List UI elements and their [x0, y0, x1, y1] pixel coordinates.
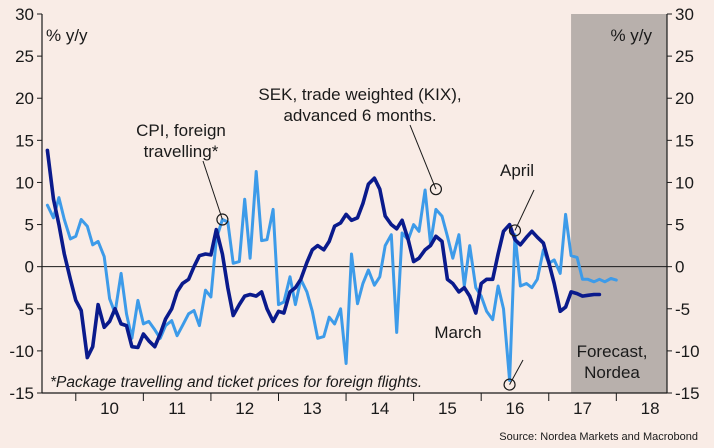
y-tick-label-right: 5	[675, 216, 684, 235]
y-tick-label-left: 10	[15, 173, 34, 192]
annotation-label: April	[500, 161, 534, 180]
forecast-shade	[571, 14, 667, 393]
annotation-label: CPI, foreign	[136, 121, 226, 140]
y-tick-label-right: 30	[675, 5, 694, 24]
x-tick-label: 18	[641, 399, 660, 418]
y-axis-label-right: % y/y	[610, 26, 652, 45]
y-tick-label-left: 15	[15, 131, 34, 150]
y-tick-label-left: -5	[19, 300, 34, 319]
footnote: *Package travelling and ticket prices fo…	[50, 374, 422, 391]
annotation-label: March	[434, 323, 481, 342]
y-tick-label-left: 25	[15, 47, 34, 66]
y-tick-label-left: -15	[9, 384, 34, 403]
x-tick-label: 16	[506, 399, 525, 418]
series-layer	[45, 148, 618, 382]
annotation-label: SEK, trade weighted (KIX),	[258, 85, 461, 104]
y-tick-label-right: 20	[675, 89, 694, 108]
y-tick-label-left: 0	[25, 258, 34, 277]
y-axis-left: 30 25 20 15 10 5 0 -5 -10 -15	[9, 5, 43, 403]
y-tick-label-left: -10	[9, 342, 34, 361]
annotation-marker	[503, 378, 516, 391]
y-tick-label-right: 15	[675, 131, 694, 150]
annotations: CPI, foreign travelling* SEK, trade weight…	[136, 85, 535, 391]
y-tick-label-right: 10	[675, 173, 694, 192]
y-tick-label-left: 20	[15, 89, 34, 108]
y-tick-label-right: -10	[675, 342, 700, 361]
annotation-label: travelling*	[144, 142, 219, 161]
y-tick-label-right: 0	[675, 258, 684, 277]
forecast-label-line-2: Nordea	[584, 363, 640, 382]
x-tick-label: 17	[573, 399, 592, 418]
x-tick-label: 11	[168, 399, 186, 418]
x-axis: 10 11 12 13 14 15 16 17 18	[42, 392, 667, 418]
y-tick-label-left: 30	[15, 5, 34, 24]
annotation-leader	[509, 359, 524, 385]
y-tick-label-left: 5	[25, 216, 34, 235]
forecast-label-line-1: Forecast,	[577, 342, 648, 361]
x-tick-label: 14	[370, 399, 389, 418]
y-tick-label-right: -5	[675, 300, 690, 319]
series-line-1	[45, 170, 618, 382]
y-tick-label-right: 25	[675, 47, 694, 66]
y-axis-right: 30 25 20 15 10 5 0 -5 -10 -15	[666, 5, 700, 403]
annotation-marker	[429, 183, 443, 196]
annotation-leader	[514, 189, 535, 231]
x-tick-label: 12	[235, 399, 254, 418]
annotation-leader	[202, 160, 223, 220]
annotation-label: advanced 6 months.	[283, 106, 436, 125]
x-tick-label: 10	[100, 399, 119, 418]
source: Source: Nordea Markets and Macrobond	[499, 431, 698, 443]
x-tick-label: 15	[438, 399, 457, 418]
annotation-marker	[508, 224, 522, 237]
y-tick-label-right: -15	[675, 384, 700, 403]
y-axis-label-left: % y/y	[46, 26, 88, 45]
annotation-leader	[409, 124, 437, 190]
annotation-marker	[216, 213, 229, 226]
series-line-2	[45, 148, 602, 360]
x-tick-label: 13	[303, 399, 322, 418]
